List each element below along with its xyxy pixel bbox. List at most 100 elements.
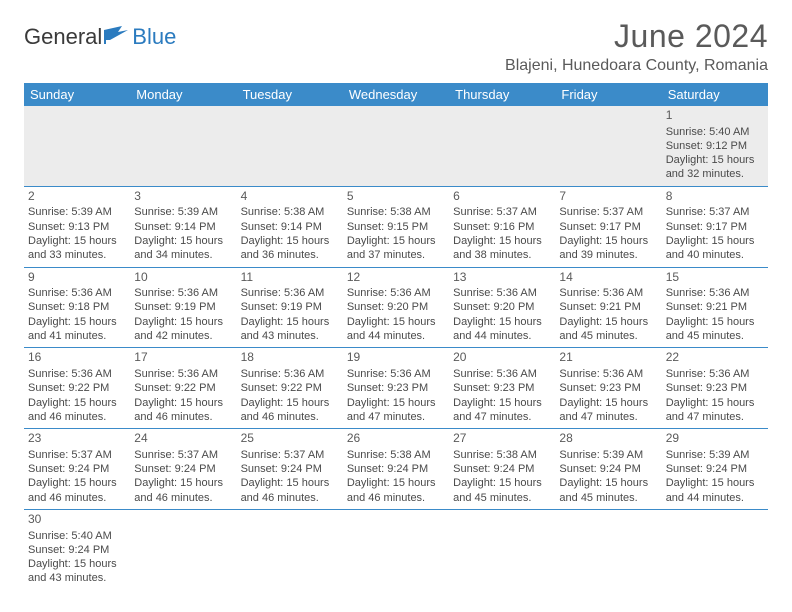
cell-sunrise: Sunrise: 5:39 AM (666, 448, 764, 462)
cell-sunset: Sunset: 9:14 PM (241, 220, 339, 234)
cell-dl1: Daylight: 15 hours (347, 234, 445, 248)
cell-sunset: Sunset: 9:24 PM (241, 462, 339, 476)
title-block: June 2024 Blajeni, Hunedoara County, Rom… (505, 18, 768, 75)
cell-sunset: Sunset: 9:17 PM (666, 220, 764, 234)
cell-dl2: and 46 minutes. (347, 491, 445, 505)
cell-dl1: Daylight: 15 hours (347, 315, 445, 329)
cell-dl1: Daylight: 15 hours (28, 557, 126, 571)
cell-dl1: Daylight: 15 hours (559, 234, 657, 248)
day-number: 8 (666, 189, 764, 205)
cell-sunrise: Sunrise: 5:36 AM (134, 286, 232, 300)
calendar-cell: 29Sunrise: 5:39 AMSunset: 9:24 PMDayligh… (662, 429, 768, 510)
calendar-cell: 15Sunrise: 5:36 AMSunset: 9:21 PMDayligh… (662, 267, 768, 348)
cell-dl1: Daylight: 15 hours (28, 234, 126, 248)
calendar-cell: 12Sunrise: 5:36 AMSunset: 9:20 PMDayligh… (343, 267, 449, 348)
cell-dl2: and 46 minutes. (134, 410, 232, 424)
cell-sunrise: Sunrise: 5:40 AM (666, 125, 764, 139)
logo-text-blue: Blue (132, 24, 176, 50)
calendar-cell: 2Sunrise: 5:39 AMSunset: 9:13 PMDaylight… (24, 186, 130, 267)
cell-dl2: and 34 minutes. (134, 248, 232, 262)
day-number: 3 (134, 189, 232, 205)
calendar-cell: 1Sunrise: 5:40 AMSunset: 9:12 PMDaylight… (662, 106, 768, 186)
calendar-cell (130, 106, 236, 186)
cell-sunrise: Sunrise: 5:36 AM (559, 286, 657, 300)
calendar-week-row: 16Sunrise: 5:36 AMSunset: 9:22 PMDayligh… (24, 348, 768, 429)
cell-dl2: and 46 minutes. (134, 491, 232, 505)
day-number: 20 (453, 350, 551, 366)
cell-sunset: Sunset: 9:17 PM (559, 220, 657, 234)
cell-dl2: and 45 minutes. (666, 329, 764, 343)
day-number: 1 (666, 108, 764, 124)
cell-dl1: Daylight: 15 hours (666, 476, 764, 490)
cell-sunrise: Sunrise: 5:37 AM (559, 205, 657, 219)
calendar-cell: 16Sunrise: 5:36 AMSunset: 9:22 PMDayligh… (24, 348, 130, 429)
cell-dl1: Daylight: 15 hours (347, 476, 445, 490)
cell-dl1: Daylight: 15 hours (241, 476, 339, 490)
cell-sunset: Sunset: 9:12 PM (666, 139, 764, 153)
cell-sunrise: Sunrise: 5:36 AM (28, 367, 126, 381)
day-number: 19 (347, 350, 445, 366)
cell-dl2: and 43 minutes. (241, 329, 339, 343)
day-number: 23 (28, 431, 126, 447)
cell-sunrise: Sunrise: 5:36 AM (666, 286, 764, 300)
cell-dl2: and 39 minutes. (559, 248, 657, 262)
calendar-week-row: 2Sunrise: 5:39 AMSunset: 9:13 PMDaylight… (24, 186, 768, 267)
cell-dl1: Daylight: 15 hours (666, 396, 764, 410)
cell-dl1: Daylight: 15 hours (666, 234, 764, 248)
cell-sunrise: Sunrise: 5:36 AM (453, 286, 551, 300)
calendar-cell (662, 509, 768, 589)
day-number: 14 (559, 270, 657, 286)
cell-sunset: Sunset: 9:13 PM (28, 220, 126, 234)
cell-dl2: and 47 minutes. (453, 410, 551, 424)
cell-sunrise: Sunrise: 5:36 AM (666, 367, 764, 381)
day-number: 22 (666, 350, 764, 366)
weekday-header: Friday (555, 83, 661, 106)
cell-dl2: and 38 minutes. (453, 248, 551, 262)
cell-sunset: Sunset: 9:19 PM (134, 300, 232, 314)
day-number: 15 (666, 270, 764, 286)
cell-dl2: and 37 minutes. (347, 248, 445, 262)
cell-sunset: Sunset: 9:22 PM (134, 381, 232, 395)
day-number: 27 (453, 431, 551, 447)
weekday-header-row: Sunday Monday Tuesday Wednesday Thursday… (24, 83, 768, 106)
cell-sunset: Sunset: 9:18 PM (28, 300, 126, 314)
cell-dl1: Daylight: 15 hours (241, 315, 339, 329)
flag-icon (104, 24, 130, 50)
cell-sunset: Sunset: 9:24 PM (347, 462, 445, 476)
cell-dl1: Daylight: 15 hours (453, 234, 551, 248)
cell-dl2: and 46 minutes. (241, 410, 339, 424)
cell-dl2: and 47 minutes. (559, 410, 657, 424)
cell-dl1: Daylight: 15 hours (559, 315, 657, 329)
cell-sunset: Sunset: 9:21 PM (666, 300, 764, 314)
logo-text-general: General (24, 24, 102, 50)
day-number: 12 (347, 270, 445, 286)
cell-sunrise: Sunrise: 5:36 AM (347, 286, 445, 300)
cell-sunrise: Sunrise: 5:37 AM (134, 448, 232, 462)
cell-dl2: and 40 minutes. (666, 248, 764, 262)
cell-sunrise: Sunrise: 5:36 AM (453, 367, 551, 381)
day-number: 18 (241, 350, 339, 366)
cell-dl2: and 42 minutes. (134, 329, 232, 343)
day-number: 4 (241, 189, 339, 205)
calendar-cell: 19Sunrise: 5:36 AMSunset: 9:23 PMDayligh… (343, 348, 449, 429)
cell-dl2: and 41 minutes. (28, 329, 126, 343)
weekday-header: Sunday (24, 83, 130, 106)
cell-sunset: Sunset: 9:20 PM (453, 300, 551, 314)
cell-sunrise: Sunrise: 5:38 AM (347, 448, 445, 462)
cell-sunrise: Sunrise: 5:39 AM (28, 205, 126, 219)
cell-dl1: Daylight: 15 hours (453, 476, 551, 490)
cell-dl2: and 36 minutes. (241, 248, 339, 262)
cell-sunset: Sunset: 9:23 PM (559, 381, 657, 395)
calendar-cell: 25Sunrise: 5:37 AMSunset: 9:24 PMDayligh… (237, 429, 343, 510)
cell-sunrise: Sunrise: 5:36 AM (28, 286, 126, 300)
cell-sunrise: Sunrise: 5:36 AM (134, 367, 232, 381)
calendar-cell (555, 106, 661, 186)
calendar-cell: 8Sunrise: 5:37 AMSunset: 9:17 PMDaylight… (662, 186, 768, 267)
calendar-cell: 4Sunrise: 5:38 AMSunset: 9:14 PMDaylight… (237, 186, 343, 267)
cell-sunrise: Sunrise: 5:36 AM (241, 367, 339, 381)
day-number: 28 (559, 431, 657, 447)
cell-dl1: Daylight: 15 hours (241, 234, 339, 248)
calendar-cell (24, 106, 130, 186)
cell-dl2: and 45 minutes. (453, 491, 551, 505)
cell-sunrise: Sunrise: 5:39 AM (134, 205, 232, 219)
